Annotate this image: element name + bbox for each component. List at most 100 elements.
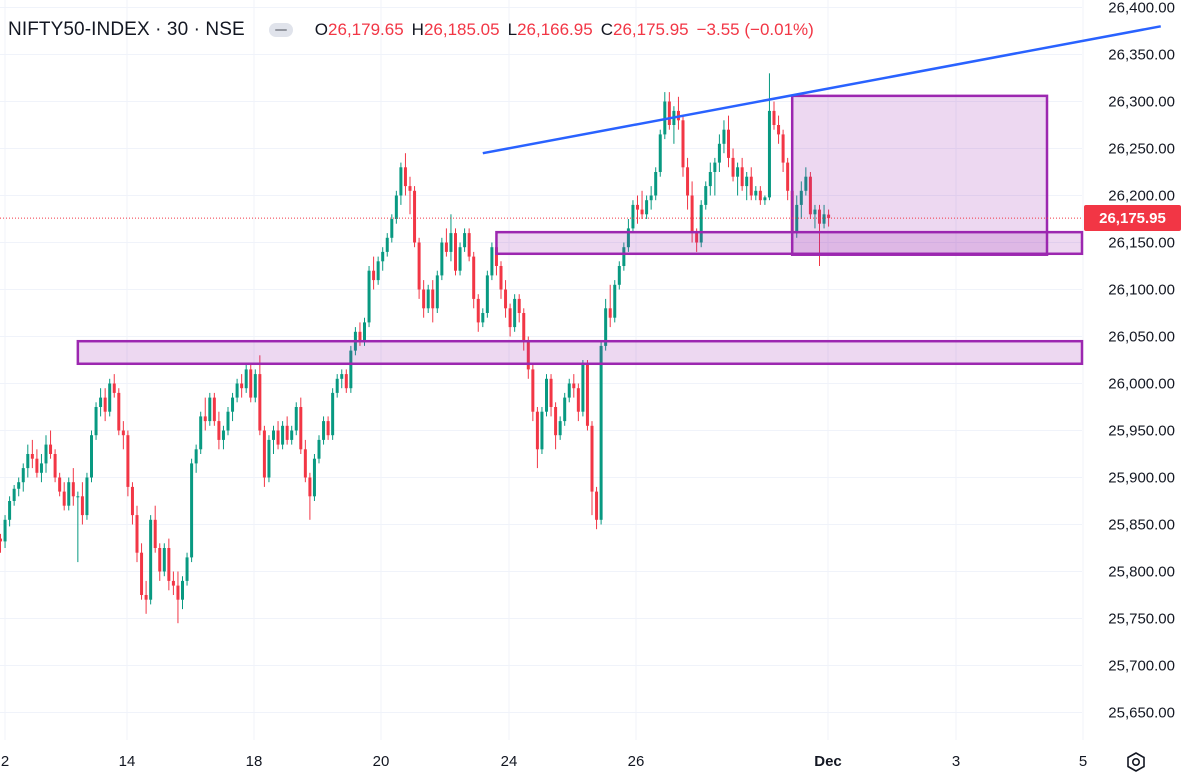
candle-body	[0, 538, 2, 542]
candle	[85, 472, 89, 520]
candle-body	[240, 383, 244, 389]
candle	[745, 172, 749, 201]
hide-eye-icon[interactable]	[268, 23, 293, 37]
candle-body	[440, 242, 444, 276]
symbol-legend: NIFTY50-INDEX · 30 · NSE O 26,179.65 H 2…	[8, 17, 814, 43]
zone-rect[interactable]	[790, 94, 1049, 256]
candle-body	[499, 266, 503, 290]
candle-body	[476, 298, 480, 323]
x-tick-label: 5	[1079, 753, 1087, 770]
candle-body	[249, 369, 253, 398]
candle	[608, 284, 612, 328]
candle-body	[645, 200, 649, 215]
candle	[253, 369, 257, 403]
candle-body	[777, 125, 781, 135]
candle-body	[572, 383, 576, 389]
candle	[667, 92, 671, 130]
candle-body	[695, 233, 699, 243]
candle	[30, 439, 34, 469]
candle	[640, 190, 644, 219]
candle-body	[212, 397, 216, 422]
candle-body	[781, 134, 785, 163]
candle	[699, 200, 703, 248]
candle	[231, 392, 235, 422]
candle-body	[372, 270, 376, 281]
candle-body	[540, 411, 544, 450]
zone-rect[interactable]	[76, 339, 1084, 366]
candle-body	[626, 228, 630, 248]
symbol-title[interactable]: NIFTY50-INDEX · 30 · NSE	[8, 19, 245, 40]
price-axis[interactable]: 25,650.00 25,700.00 25,750.00 25,800.00 25,8…	[1108, 0, 1175, 722]
zone-rect[interactable]	[495, 230, 1084, 256]
candle-body	[504, 289, 508, 309]
candle-body	[767, 110, 771, 198]
candle	[294, 402, 298, 436]
candle	[21, 463, 25, 492]
candle	[317, 435, 321, 464]
candle	[381, 247, 385, 271]
candle	[35, 449, 39, 478]
candle	[808, 172, 812, 219]
drawings[interactable]	[0, 25, 1161, 366]
candle	[39, 454, 43, 483]
candle-body	[322, 421, 326, 440]
candle-body	[117, 392, 121, 431]
candle-body	[149, 519, 153, 600]
time-axis[interactable]: 2 14 18 20 24 26 Dec 3 5	[1, 753, 1087, 770]
candle	[576, 383, 580, 422]
candle-body	[731, 157, 735, 177]
candle-body	[126, 435, 130, 487]
candle-body	[686, 167, 690, 196]
grid	[0, 0, 1084, 740]
chart-settings-button[interactable]	[1120, 746, 1152, 778]
candle-body	[758, 190, 762, 201]
candle	[585, 360, 589, 431]
candle-body	[827, 214, 831, 219]
candle-body	[194, 449, 198, 464]
candle-body	[549, 378, 553, 407]
candle-body	[26, 454, 30, 469]
candle	[422, 280, 426, 318]
candle-body	[722, 129, 726, 144]
candle-body	[8, 501, 12, 520]
candle-body	[458, 247, 462, 271]
trendline[interactable]	[482, 25, 1161, 155]
x-tick-label: 18	[246, 753, 263, 770]
candle	[686, 157, 690, 210]
candle	[599, 341, 603, 525]
candle	[767, 73, 771, 201]
candle-body	[153, 519, 157, 548]
candle-body	[649, 195, 653, 201]
candle	[645, 195, 649, 219]
candle	[394, 190, 398, 224]
candle	[476, 294, 480, 332]
candle-body	[654, 172, 658, 196]
candle-body	[253, 374, 257, 398]
candle-body	[699, 204, 703, 243]
candle-body	[690, 195, 694, 234]
candles	[0, 73, 831, 624]
candle-body	[581, 364, 585, 412]
candle	[112, 374, 116, 398]
candle-body	[121, 430, 125, 436]
candle	[636, 195, 639, 224]
candle-body	[80, 496, 84, 516]
candle	[458, 242, 462, 276]
candle	[622, 242, 626, 271]
close-label: C	[600, 20, 613, 39]
y-tick-label: 26,250.00	[1108, 141, 1175, 158]
candle	[108, 378, 112, 417]
candle	[513, 294, 517, 332]
candle-body	[431, 289, 435, 309]
candle-body	[681, 120, 685, 168]
candle	[340, 369, 344, 389]
candle-body	[636, 204, 639, 210]
candle	[3, 515, 7, 548]
candle-body	[267, 439, 271, 478]
candle-body	[167, 548, 171, 581]
y-tick-label: 25,950.00	[1108, 423, 1175, 440]
candle	[26, 444, 30, 478]
candle	[80, 482, 84, 525]
candle-body	[331, 392, 335, 436]
